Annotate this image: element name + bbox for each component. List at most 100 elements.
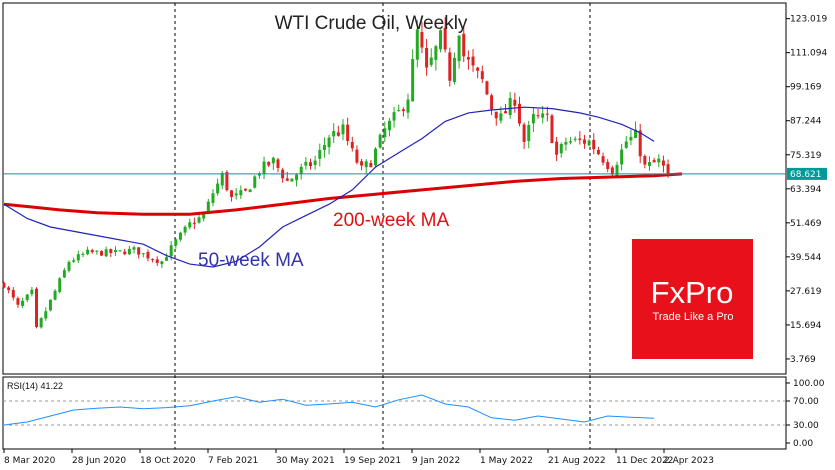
candle-body (582, 139, 586, 144)
candle-body (457, 35, 461, 62)
candle-body (661, 160, 665, 166)
candle-body (202, 214, 206, 219)
logo-background (632, 239, 753, 359)
candle-body (439, 30, 443, 50)
ma200-label: 200-week MA (333, 210, 449, 231)
candle-body (113, 250, 117, 253)
price-tick-label: 123.019 (790, 15, 827, 25)
candle-body (355, 149, 359, 163)
candle-body (425, 48, 429, 68)
candle-body (248, 189, 252, 193)
time-tick-label: 8 Mar 2020 (4, 456, 56, 466)
time-tick-label: 1 May 2022 (480, 456, 533, 466)
candle-body (53, 290, 57, 300)
candle-body (615, 164, 619, 176)
candle-body (174, 239, 178, 246)
candle-body (11, 290, 15, 298)
candle-body (271, 157, 275, 164)
candle-body (243, 188, 247, 191)
candle-body (141, 253, 145, 255)
candle-body (346, 124, 350, 141)
candle-body (610, 167, 614, 175)
price-axis: 123.019 111.094 99.169 87.244 75.319 63.394 51… (786, 15, 827, 365)
candle-body (90, 250, 94, 253)
rsi-line (3, 394, 655, 426)
candle-body (169, 245, 173, 257)
candle-body (220, 172, 224, 186)
candle-body (183, 226, 187, 233)
candle-body (192, 222, 196, 224)
candle-body (327, 137, 331, 148)
candle-body (160, 261, 164, 265)
candle-body (629, 136, 633, 141)
rsi-tick-label: 0.00 (793, 439, 813, 449)
candle-body (587, 140, 591, 146)
candle-body (95, 250, 99, 252)
time-axis: 8 Mar 2020 28 Jun 2020 18 Oct 2020 7 Feb 20… (3, 449, 714, 466)
candle-body (211, 193, 215, 203)
candle-body (429, 57, 433, 65)
candle-body (350, 141, 354, 149)
candle-body (188, 222, 192, 228)
candle-body (652, 160, 656, 163)
candle-body (536, 115, 540, 117)
candle-body (471, 56, 475, 66)
candle-body (239, 190, 243, 196)
candle-body (318, 150, 322, 159)
candle-body (550, 115, 554, 144)
candle-body (448, 52, 452, 81)
candle-body (531, 114, 535, 124)
candle-body (578, 138, 582, 140)
candle-body (308, 162, 312, 166)
price-tick-label: 27.619 (790, 287, 822, 297)
price-tick-label: 39.544 (790, 253, 822, 263)
candle-body (504, 111, 508, 114)
candle-body (601, 156, 605, 163)
candle-body (257, 173, 261, 176)
candle-body (62, 270, 66, 278)
candle-body (485, 81, 489, 95)
candle-body (434, 46, 438, 60)
candles (2, 17, 670, 329)
price-tick-label: 75.319 (790, 151, 822, 161)
candle-body (499, 113, 503, 121)
candle-body (25, 294, 29, 301)
candle-body (100, 250, 104, 256)
time-tick-label: 28 Jun 2020 (72, 456, 126, 466)
current-price-label: 68.621 (790, 170, 822, 180)
price-tick-label: 111.094 (790, 49, 827, 59)
candle-body (420, 31, 424, 48)
candle-body (332, 131, 336, 137)
candle-body (476, 67, 480, 71)
price-tick-label: 15.694 (790, 321, 822, 331)
candle-body (253, 176, 257, 188)
rsi-indicator: 100.00 70.00 30.00 0.00 (3, 379, 825, 449)
rsi-tick-label: 30.00 (793, 421, 819, 431)
candle-body (643, 156, 647, 165)
candle-body (44, 311, 48, 319)
time-tick-label: 7 Feb 2021 (208, 456, 258, 466)
candle-body (392, 112, 396, 121)
candle-body (146, 251, 150, 259)
candle-body (620, 149, 624, 165)
time-tick-label: 2 Apr 2023 (664, 456, 714, 466)
time-tick-label: 21 Aug 2022 (548, 456, 606, 466)
candle-body (387, 120, 391, 131)
current-price-box (787, 167, 827, 180)
candle-body (104, 249, 108, 257)
ma50-line (3, 106, 655, 268)
time-tick-label: 19 Sep 2021 (344, 456, 401, 466)
period-separators (174, 3, 591, 449)
candle-body (559, 144, 563, 154)
candle-body (411, 59, 415, 102)
candle-body (462, 33, 466, 57)
candle-body (322, 145, 326, 151)
candle-body (39, 317, 43, 328)
candle-body (58, 278, 62, 292)
candle-body (592, 139, 596, 150)
time-tick-label: 18 Oct 2020 (140, 456, 196, 466)
moving-averages (3, 106, 683, 268)
ma200-line (3, 172, 683, 216)
candle-body (109, 249, 113, 254)
candle-body (30, 289, 34, 295)
